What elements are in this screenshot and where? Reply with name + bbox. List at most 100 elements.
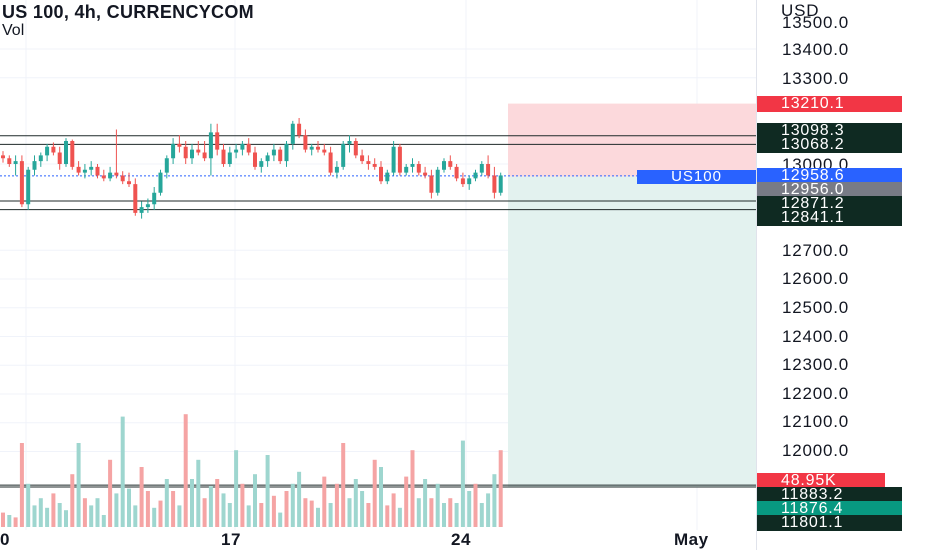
candle-body [45,146,50,156]
volume-bar [95,498,100,527]
volume-bar [234,450,239,527]
candle-body [253,152,257,167]
volume-bar [76,443,81,527]
candle-body [334,166,339,173]
volume-bar [360,491,365,527]
candle-body [353,141,358,156]
volume-bar [127,488,131,527]
candle-body [404,166,409,173]
candle-body [397,146,402,173]
volume-bar [322,476,327,527]
volume-bar [385,505,390,527]
volume-label: Vol [2,22,25,39]
candle-body [114,172,119,176]
volume-bar [379,467,383,527]
chart-area[interactable]: US100 US 100, 4h, CURRENCYCOM Vol [0,0,756,530]
volume-bar [353,479,358,527]
candle-body [486,164,491,176]
volume-bar [448,498,453,527]
volume-bar [397,507,402,527]
volume-bar [473,483,478,527]
volume-bar [278,512,283,527]
candle-body [240,143,245,150]
volume-bar [221,493,226,527]
candle-body [82,169,87,173]
price-tick: 13400.0 [782,40,850,59]
volume-bar [303,498,308,527]
volume-bar [429,498,434,527]
price-tick: 12300.0 [782,355,850,374]
price-tick: 12700.0 [782,241,850,260]
candle-body [234,149,239,153]
price-tick: 13500.0 [782,13,850,32]
volume-bar [171,491,176,527]
volume-bar [7,515,12,527]
volume-bar [177,505,182,527]
candle-body [13,161,18,164]
volume-bar [152,507,157,527]
candle-body [316,146,320,150]
time-axis[interactable]: 0 17 24 May [0,530,756,550]
volume-bar [32,505,37,527]
candle-body [164,158,169,173]
volume-bar [347,498,352,527]
volume-bar [82,498,87,527]
volume-bar [460,440,465,527]
level-price-tag: 11883.2 [757,487,902,503]
entry-price-tag: 12956.0 [757,182,902,198]
volume-bar [391,493,396,527]
volume-bar [259,503,264,527]
volume-bar [316,507,320,527]
level-price-tag: 11801.1 [757,515,902,531]
candle-body [158,172,163,193]
stop-loss-price-tag: 13210.1 [757,96,902,112]
candle-body [416,164,421,173]
volume-bar [309,500,314,527]
candle-body [7,158,12,164]
volume-bar [89,505,94,527]
price-tick: 13300.0 [782,69,850,88]
volume-bar [404,476,409,527]
candle-body [221,149,226,164]
last-price-tag: 12958.6 [757,168,902,184]
candle-body [278,149,283,162]
volume-bar [13,517,18,527]
candle-body [145,204,150,208]
candle-body [171,143,176,159]
volume-bar [467,491,472,527]
currency-label: USD [781,1,820,20]
chart-title: US 100, 4h, CURRENCYCOM [2,2,254,22]
candle-body [1,155,5,159]
volume-bar [416,498,421,527]
candle-body [246,143,251,153]
candle-body [366,161,371,164]
volume-bar [45,507,50,527]
chart-legend: US 100, 4h, CURRENCYCOM Vol [2,2,254,40]
volume-bar [341,443,346,527]
volume-bar [366,503,371,527]
volume-bar [271,495,276,527]
volume-bar [101,515,106,527]
price-chart[interactable] [0,0,756,530]
volume-bar [442,503,446,527]
candle-body [139,207,144,213]
time-label: 17 [221,530,241,549]
candle-body [108,172,113,179]
candle-body [64,141,68,164]
volume-bar [108,459,113,527]
volume-bar [486,493,491,527]
volume-bar [328,503,333,527]
candle-body [133,184,138,213]
price-axis[interactable]: USD 13500.0 13400.0 13300.0 13000.0 1270… [756,0,932,550]
level-price-tag: 13098.3 [757,123,902,139]
candle-body [347,141,352,144]
candle-body [328,152,333,173]
candle-body [435,169,440,193]
candle-body [190,149,194,159]
candle-body [391,146,396,173]
candle-body [410,164,415,167]
price-tick: 12200.0 [782,384,850,403]
candle-body [89,166,94,170]
candle-body [442,161,446,170]
volume-bar [1,512,5,527]
